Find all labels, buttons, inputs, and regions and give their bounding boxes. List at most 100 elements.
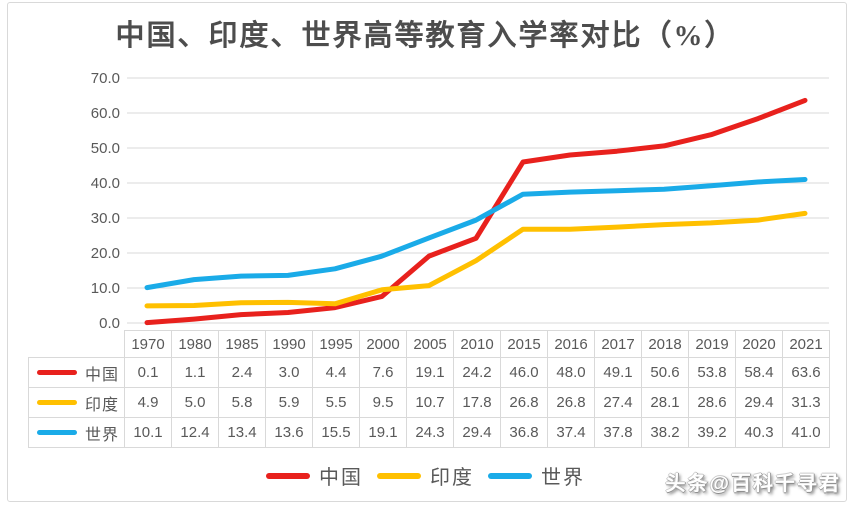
series-line-0 (144, 97, 808, 326)
year-header-cell: 1985 (218, 330, 266, 358)
value-cell: 49.1 (594, 357, 642, 388)
value-cell: 19.1 (359, 417, 407, 448)
year-header-cell: 2000 (359, 330, 407, 358)
series-swatch-icon (37, 400, 77, 405)
value-cell: 0.1 (124, 357, 172, 388)
year-header-cell: 2005 (406, 330, 454, 358)
legend-item: 印度 (377, 461, 474, 490)
year-header-cell: 2020 (735, 330, 783, 358)
legend-swatch-icon (377, 472, 421, 479)
value-cell: 31.3 (782, 387, 830, 418)
value-cell: 63.6 (782, 357, 830, 388)
data-table-wrap: 1970 1980 1985 1990 1995 2000 2005 2010 2015 2016… (28, 330, 830, 448)
series-line-1 (144, 210, 808, 309)
year-header-cell: 2010 (453, 330, 501, 358)
value-cell: 58.4 (735, 357, 783, 388)
value-cell: 27.4 (594, 387, 642, 418)
series-name: 中国 (84, 366, 119, 384)
value-cell: 29.4 (735, 387, 783, 418)
year-header-cell: 1995 (312, 330, 360, 358)
value-cell: 41.0 (782, 417, 830, 448)
y-axis-tick-label: 0.0 (99, 315, 120, 332)
year-header-cell: 2019 (688, 330, 736, 358)
value-cell: 50.6 (641, 357, 689, 388)
table-row: 世界 10.1 12.4 13.4 13.6 15.5 19.1 24.3 29.4 36.8 37… (28, 417, 830, 448)
legend-swatch-icon (266, 472, 310, 479)
y-axis-tick-label: 10.0 (91, 280, 120, 297)
chart-legend: 中国 印度 世界 (0, 461, 851, 490)
value-cell: 39.2 (688, 417, 736, 448)
year-header-cell: 2016 (547, 330, 595, 358)
year-header-cell: 2021 (782, 330, 830, 358)
series-label-cell: 中国 (28, 357, 125, 388)
value-cell: 1.1 (171, 357, 219, 388)
value-cell: 36.8 (500, 417, 548, 448)
value-cell: 5.5 (312, 387, 360, 418)
table-corner-blank (29, 331, 125, 358)
value-cell: 26.8 (500, 387, 548, 418)
value-cell: 9.5 (359, 387, 407, 418)
value-cell: 24.2 (453, 357, 501, 388)
data-table: 1970 1980 1985 1990 1995 2000 2005 2010 2015 2016… (28, 330, 830, 448)
y-axis-tick-label: 30.0 (91, 210, 120, 227)
value-cell: 13.6 (265, 417, 313, 448)
value-cell: 7.6 (359, 357, 407, 388)
value-cell: 26.8 (547, 387, 595, 418)
series-swatch-icon (37, 370, 77, 375)
value-cell: 5.0 (171, 387, 219, 418)
value-cell: 10.1 (124, 417, 172, 448)
series-name: 世界 (84, 426, 119, 444)
value-cell: 38.2 (641, 417, 689, 448)
value-cell: 4.4 (312, 357, 360, 388)
legend-item: 中国 (266, 461, 363, 490)
value-cell: 2.4 (218, 357, 266, 388)
legend-label: 印度 (430, 467, 474, 489)
y-axis-tick-label: 20.0 (91, 245, 120, 262)
legend-label: 世界 (541, 467, 585, 489)
value-cell: 13.4 (218, 417, 266, 448)
table-row: 中国 0.1 1.1 2.4 3.0 4.4 7.6 19.1 24.2 46.0 48.0 49.1… (28, 357, 830, 388)
value-cell: 28.1 (641, 387, 689, 418)
series-name: 印度 (84, 396, 119, 414)
value-cell: 15.5 (312, 417, 360, 448)
legend-label: 中国 (319, 467, 363, 489)
year-header-cell: 1980 (171, 330, 219, 358)
series-label-cell: 印度 (28, 387, 125, 418)
watermark: 头条@百科千寻君 (665, 473, 841, 495)
year-header-cell: 1970 (124, 330, 172, 358)
table-row: 印度 4.9 5.0 5.8 5.9 5.5 9.5 10.7 17.8 26.8 26.8 27.4… (28, 387, 830, 418)
year-header-cell: 2017 (594, 330, 642, 358)
value-cell: 17.8 (453, 387, 501, 418)
value-cell: 37.8 (594, 417, 642, 448)
y-axis-tick-label: 40.0 (91, 175, 120, 192)
year-header-cell: 2018 (641, 330, 689, 358)
y-axis-tick-label: 50.0 (91, 140, 120, 157)
legend-swatch-icon (488, 472, 532, 479)
value-cell: 5.9 (265, 387, 313, 418)
value-cell: 10.7 (406, 387, 454, 418)
value-cell: 48.0 (547, 357, 595, 388)
year-header-cell: 2015 (500, 330, 548, 358)
series-line-2 (144, 177, 808, 291)
year-header-cell: 1990 (265, 330, 313, 358)
value-cell: 3.0 (265, 357, 313, 388)
value-cell: 19.1 (406, 357, 454, 388)
chart-frame (7, 2, 847, 502)
series-label-cell: 世界 (28, 417, 125, 448)
y-axis-tick-label: 60.0 (91, 105, 120, 122)
value-cell: 24.3 (406, 417, 454, 448)
value-cell: 29.4 (453, 417, 501, 448)
series-swatch-icon (37, 430, 77, 435)
chart-title: 中国、印度、世界高等教育入学率对比（%） (115, 20, 736, 52)
legend-item: 世界 (488, 461, 585, 490)
value-cell: 4.9 (124, 387, 172, 418)
value-cell: 12.4 (171, 417, 219, 448)
y-axis-tick-label: 70.0 (91, 70, 120, 87)
value-cell: 37.4 (547, 417, 595, 448)
value-cell: 5.8 (218, 387, 266, 418)
value-cell: 28.6 (688, 387, 736, 418)
value-cell: 53.8 (688, 357, 736, 388)
value-cell: 40.3 (735, 417, 783, 448)
